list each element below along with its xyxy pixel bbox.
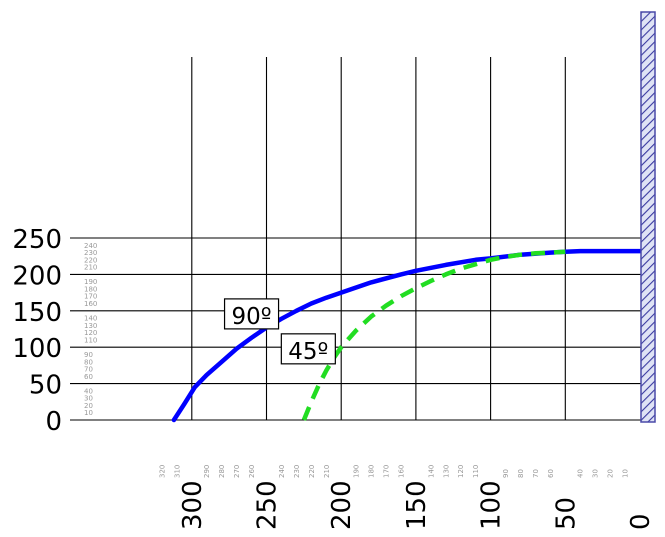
x-minor-label-290: 290 [203,465,211,478]
annotation-box-0 [223,298,280,330]
series-line-1 [301,249,566,421]
y-minor-label-210: 210 [84,264,97,272]
x-minor-label-220: 220 [308,465,316,478]
series-line-0 [171,248,643,423]
x-minor-label-80: 80 [517,469,525,478]
y-minor-label-230: 230 [84,249,97,257]
x-minor-label-160: 160 [397,465,405,478]
y-minor-label-70: 70 [84,366,93,374]
x-minor-label-120: 120 [457,465,465,478]
wall [640,11,656,423]
annotation-box-1 [280,333,336,365]
y-minor-label-160: 160 [84,300,97,308]
x-tick-label-50: 50 [551,497,581,530]
x-minor-label-170: 170 [383,465,391,478]
y-minor-label-170: 170 [84,293,97,301]
y-minor-label-180: 180 [84,285,97,293]
y-tick-label-250: 250 [12,225,62,255]
x-minor-label-190: 190 [353,465,361,478]
x-tick-label-200: 200 [327,480,357,530]
x-minor-label-130: 130 [442,465,450,478]
x-minor-label-20: 20 [607,469,615,478]
x-minor-label-140: 140 [427,465,435,478]
x-minor-label-230: 230 [293,465,301,478]
y-minor-label-20: 20 [84,402,93,410]
y-minor-label-110: 110 [84,336,97,344]
x-minor-label-320: 320 [158,465,166,478]
annotation-0: 90º [223,298,280,330]
x-minor-label-180: 180 [368,465,376,478]
x-tick-label-300: 300 [178,480,208,530]
y-tick-label-50: 50 [29,371,62,401]
y-tick-label-0: 0 [45,407,62,437]
x-tick-label-0: 0 [626,513,656,530]
x-minor-label-110: 110 [472,465,480,478]
x-minor-label-60: 60 [547,469,555,478]
y-minor-label-40: 40 [84,387,93,395]
x-tick-label-250: 250 [253,480,283,530]
y-minor-label-190: 190 [84,278,97,286]
x-minor-label-240: 240 [278,465,286,478]
x-tick-label-100: 100 [477,480,507,530]
y-tick-label-100: 100 [12,334,62,364]
x-minor-label-210: 210 [323,465,331,478]
y-minor-label-120: 120 [84,329,97,337]
annotation-label-1: 45º [288,339,328,365]
y-minor-label-60: 60 [84,373,93,381]
annotation-1: 45º [280,333,336,365]
x-minor-label-70: 70 [532,469,540,478]
y-minor-label-10: 10 [84,409,93,417]
y-tick-label-150: 150 [12,298,62,328]
y-minor-label-240: 240 [84,242,97,250]
annotation-label-0: 90º [232,304,272,330]
y-minor-label-90: 90 [84,351,93,359]
y-minor-label-30: 30 [84,395,93,403]
x-minor-label-10: 10 [622,469,630,478]
x-minor-label-260: 260 [248,465,256,478]
x-minor-label-90: 90 [502,469,510,478]
x-minor-label-40: 40 [577,469,585,478]
y-minor-label-130: 130 [84,322,97,330]
x-minor-label-270: 270 [233,465,241,478]
y-tick-label-200: 200 [12,261,62,291]
y-minor-label-220: 220 [84,256,97,264]
y-minor-label-80: 80 [84,358,93,366]
x-minor-label-280: 280 [218,465,226,478]
y-minor-label-140: 140 [84,315,97,323]
x-minor-label-30: 30 [592,469,600,478]
x-minor-label-310: 310 [173,465,181,478]
x-tick-label-150: 150 [402,480,432,530]
